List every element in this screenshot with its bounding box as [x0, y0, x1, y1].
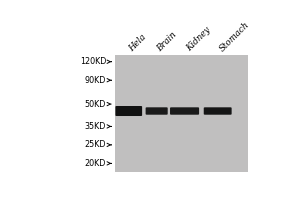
FancyBboxPatch shape: [116, 106, 142, 116]
FancyBboxPatch shape: [146, 107, 168, 115]
Text: 35KD: 35KD: [85, 122, 106, 131]
Text: Kidney: Kidney: [185, 26, 213, 53]
Bar: [116, 55, 248, 172]
FancyBboxPatch shape: [204, 107, 232, 115]
Text: Stomach: Stomach: [218, 20, 251, 53]
Text: 25KD: 25KD: [85, 140, 106, 149]
Text: Hela: Hela: [127, 32, 148, 53]
FancyBboxPatch shape: [170, 107, 199, 115]
Text: 50KD: 50KD: [85, 100, 106, 109]
Text: 90KD: 90KD: [85, 76, 106, 85]
Text: 20KD: 20KD: [85, 159, 106, 168]
Text: 120KD: 120KD: [80, 57, 106, 66]
Text: Brain: Brain: [155, 30, 178, 53]
